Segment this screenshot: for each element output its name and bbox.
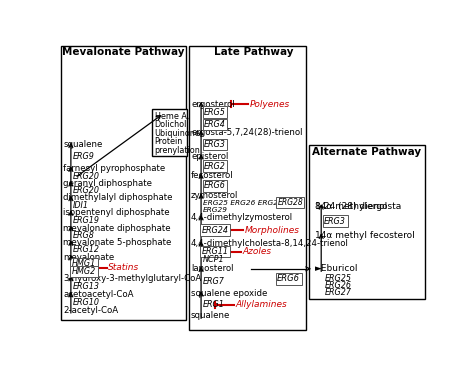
Text: ERG24: ERG24	[201, 226, 228, 235]
Text: ergosta-5,7,24(28)-trienol: ergosta-5,7,24(28)-trienol	[191, 128, 302, 137]
Bar	[189, 46, 306, 330]
Text: 2-acetyl-CoA: 2-acetyl-CoA	[63, 306, 118, 315]
Text: geranyl diphosphate: geranyl diphosphate	[63, 179, 152, 188]
Text: acetoacetyl-CoA: acetoacetyl-CoA	[63, 290, 134, 299]
Text: 4,4-dimethylcholesta-8,14,24-trienol: 4,4-dimethylcholesta-8,14,24-trienol	[191, 239, 349, 248]
Text: Protein: Protein	[155, 137, 183, 146]
Text: 14α methylergosta: 14α methylergosta	[315, 202, 401, 211]
Text: fecosterol: fecosterol	[191, 171, 234, 180]
Text: ERG1: ERG1	[202, 300, 225, 309]
Text: squalene: squalene	[191, 311, 230, 320]
Text: ERG10: ERG10	[73, 298, 100, 307]
Text: Alternate Pathway: Alternate Pathway	[312, 147, 421, 157]
Text: 8-24 (28) dienol: 8-24 (28) dienol	[315, 202, 387, 211]
Text: Mevalonate Pathway: Mevalonate Pathway	[62, 47, 184, 57]
Text: isopentenyl diphosphate: isopentenyl diphosphate	[63, 208, 170, 217]
Text: squalene epoxide: squalene epoxide	[191, 289, 267, 298]
Text: ERG12: ERG12	[73, 245, 100, 254]
Text: ERG11: ERG11	[201, 247, 228, 256]
Text: Ubiquinone,: Ubiquinone,	[155, 129, 203, 138]
Text: 3-hydroxy-3-methylglutaryl-CoA: 3-hydroxy-3-methylglutaryl-CoA	[63, 273, 201, 283]
Text: ERG9: ERG9	[73, 152, 94, 161]
Text: ERG6: ERG6	[277, 274, 300, 283]
Text: ERG28: ERG28	[277, 198, 303, 207]
Text: ERG6: ERG6	[204, 181, 226, 190]
Text: ERG3: ERG3	[204, 140, 226, 149]
Text: Polyenes: Polyenes	[250, 100, 290, 109]
Text: IDI1: IDI1	[73, 201, 89, 210]
Text: 14α methyl fecosterol: 14α methyl fecosterol	[315, 231, 415, 240]
Text: Azoles: Azoles	[243, 247, 272, 256]
Text: Dolichol,: Dolichol,	[155, 120, 189, 129]
Text: ERG29: ERG29	[202, 207, 228, 213]
Text: Heme A,: Heme A,	[155, 112, 189, 121]
Text: farnesyl pyrophosphate: farnesyl pyrophosphate	[63, 164, 165, 173]
Text: dimethylalyl diphosphate: dimethylalyl diphosphate	[63, 194, 173, 203]
Text: lanosterol: lanosterol	[191, 264, 234, 273]
Text: Late Pathway: Late Pathway	[214, 47, 293, 57]
Text: ERG2: ERG2	[204, 162, 226, 170]
Text: Morpholines: Morpholines	[245, 226, 300, 235]
Text: mevalonate 5-phosphate: mevalonate 5-phosphate	[63, 238, 172, 247]
Text: 4,4-dimethylzymosterol: 4,4-dimethylzymosterol	[191, 213, 293, 222]
Text: ERG3: ERG3	[324, 217, 346, 226]
Text: squalene: squalene	[63, 140, 102, 149]
Bar	[61, 46, 186, 320]
Text: mevalonate diphosphate: mevalonate diphosphate	[63, 223, 171, 232]
Text: ERG27: ERG27	[324, 288, 351, 297]
Bar	[309, 145, 425, 299]
Bar	[152, 109, 187, 156]
Text: ERG20: ERG20	[73, 172, 100, 181]
Text: HMG1: HMG1	[72, 259, 96, 268]
Text: ERG8: ERG8	[73, 231, 94, 240]
Text: mevalonate: mevalonate	[63, 253, 114, 262]
Text: ERG25: ERG25	[324, 274, 351, 283]
Text: ERG13: ERG13	[73, 282, 100, 291]
Text: HMG2: HMG2	[72, 267, 96, 276]
Text: prenylation: prenylation	[155, 146, 201, 155]
Text: zymosterol: zymosterol	[191, 191, 238, 200]
Text: ERG19: ERG19	[73, 216, 100, 225]
Text: ERG26: ERG26	[324, 281, 351, 290]
Text: Allylamines: Allylamines	[235, 300, 287, 309]
Text: ERG4: ERG4	[204, 120, 226, 129]
Text: ERG20: ERG20	[73, 186, 100, 195]
Text: NCP1: NCP1	[202, 256, 224, 264]
Text: ►Eburicol: ►Eburicol	[315, 264, 358, 273]
Text: ERG5: ERG5	[204, 108, 226, 117]
Text: ERG7: ERG7	[202, 277, 225, 286]
Text: ERG25 ERG26 ERG27: ERG25 ERG26 ERG27	[202, 200, 283, 206]
Text: Statins: Statins	[108, 263, 139, 272]
Text: ergosterol: ergosterol	[191, 100, 235, 109]
Text: episterol: episterol	[191, 152, 228, 161]
